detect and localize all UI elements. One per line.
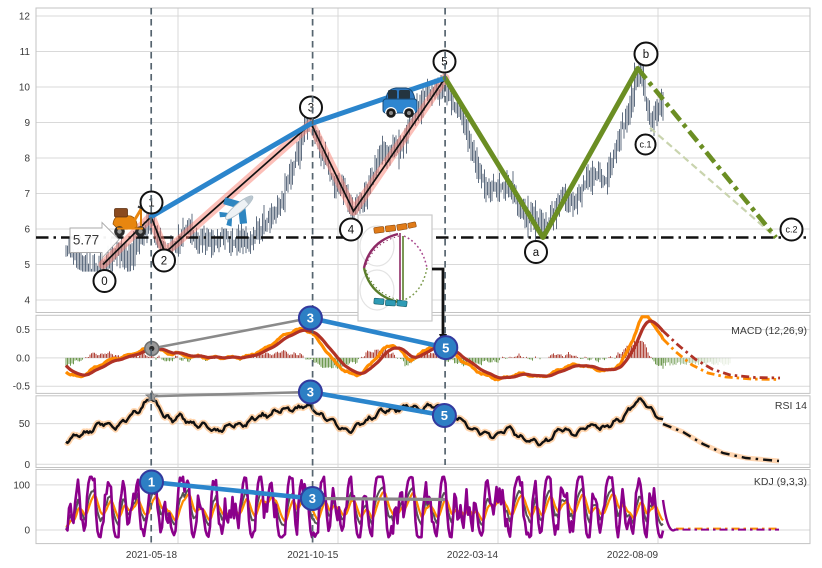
svg-text:2021-10-15: 2021-10-15 — [287, 550, 339, 561]
svg-text:3: 3 — [309, 491, 316, 506]
svg-text:3: 3 — [307, 311, 314, 326]
svg-text:6: 6 — [24, 225, 30, 236]
svg-text:RSI 14: RSI 14 — [775, 400, 807, 412]
svg-text:0.0: 0.0 — [16, 353, 30, 364]
svg-text:10: 10 — [19, 83, 31, 94]
svg-text:2022-08-09: 2022-08-09 — [607, 550, 659, 561]
svg-text:b: b — [643, 49, 649, 61]
svg-text:c.2: c.2 — [785, 225, 797, 235]
svg-text:5: 5 — [441, 408, 448, 423]
svg-text:4: 4 — [348, 225, 355, 237]
svg-text:c.1: c.1 — [639, 140, 651, 150]
svg-text:0: 0 — [24, 460, 30, 471]
svg-text:7: 7 — [24, 189, 30, 200]
svg-text:11: 11 — [20, 47, 31, 58]
svg-text:0.5: 0.5 — [16, 325, 30, 336]
svg-text:8: 8 — [24, 154, 30, 165]
svg-text:0: 0 — [101, 276, 107, 288]
svg-text:4: 4 — [24, 296, 30, 307]
svg-text:3: 3 — [308, 103, 314, 115]
svg-text:2021-05-18: 2021-05-18 — [126, 550, 178, 561]
svg-text:50: 50 — [19, 419, 31, 430]
svg-text:12: 12 — [19, 12, 31, 23]
svg-text:1: 1 — [148, 198, 154, 210]
svg-text:KDJ (9,3,3): KDJ (9,3,3) — [754, 476, 807, 488]
svg-text:5: 5 — [442, 340, 449, 355]
svg-text:MACD (12,26,9): MACD (12,26,9) — [731, 325, 807, 337]
svg-text:100: 100 — [13, 480, 30, 491]
svg-text:-0.5: -0.5 — [13, 382, 31, 393]
svg-text:5: 5 — [441, 57, 447, 69]
svg-text:2022-03-14: 2022-03-14 — [447, 550, 499, 561]
svg-text:5.77: 5.77 — [73, 233, 99, 248]
svg-text:9: 9 — [24, 118, 30, 129]
svg-text:5: 5 — [24, 260, 30, 271]
svg-text:0: 0 — [24, 526, 30, 537]
svg-text:a: a — [533, 247, 540, 259]
svg-text:3: 3 — [307, 385, 314, 400]
svg-text:2: 2 — [161, 256, 167, 268]
svg-text:1: 1 — [148, 475, 155, 490]
